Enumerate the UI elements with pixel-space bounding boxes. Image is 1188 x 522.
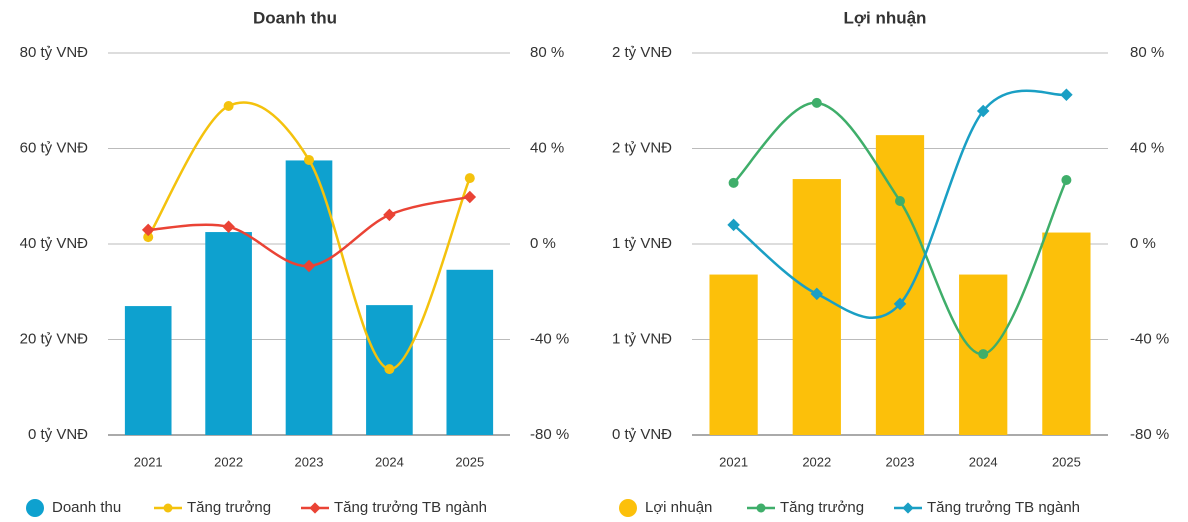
bar (1042, 232, 1091, 435)
legend-marker (309, 502, 321, 514)
legend-marker (619, 499, 637, 517)
line (732, 101, 1068, 356)
bar (875, 135, 925, 435)
legend-label: Tăng trưởng (780, 499, 864, 516)
y-tick-label: 1 tỷ VNĐ (612, 330, 672, 347)
legend-label: Tăng trưởng TB ngành (334, 499, 487, 516)
point (893, 297, 907, 311)
x-tick-label: 2025 (455, 454, 484, 469)
point (304, 154, 314, 165)
bar (205, 232, 252, 435)
bar (709, 274, 758, 435)
line (732, 89, 1067, 319)
point (463, 190, 477, 204)
y2-tick-label: -80 % (530, 426, 569, 443)
x-tick-label: 2024 (375, 454, 404, 469)
y2-tick-label: 0 % (530, 235, 556, 252)
legend-label: Tăng trưởng (187, 499, 271, 516)
y-tick-label: 2 tỷ VNĐ (612, 44, 672, 61)
legend-label: Doanh thu (52, 499, 121, 516)
point (464, 173, 475, 184)
y-tick-label: 0 tỷ VNĐ (612, 426, 672, 443)
point (141, 223, 155, 237)
point (895, 196, 905, 207)
legend-marker (756, 503, 766, 513)
legend-label: Tăng trưởng TB ngành (927, 499, 1080, 516)
line (147, 101, 471, 371)
bar (124, 306, 172, 435)
x-tick-label: 2022 (802, 454, 831, 469)
y2-tick-label: 40 % (1130, 139, 1164, 156)
point (223, 101, 234, 112)
point (810, 287, 824, 301)
point (728, 177, 739, 188)
bar (285, 160, 333, 435)
legend-marker (902, 502, 914, 514)
bar (792, 179, 841, 435)
y-tick-label: 40 tỷ VNĐ (20, 235, 89, 252)
x-tick-label: 2021 (134, 454, 163, 469)
y2-tick-label: -80 % (1130, 426, 1169, 443)
bar (446, 269, 494, 435)
x-tick-label: 2023 (295, 454, 324, 469)
point (1061, 175, 1072, 186)
y-tick-label: 1 tỷ VNĐ (612, 235, 672, 252)
point (222, 220, 235, 234)
point (384, 364, 395, 375)
y2-tick-label: 0 % (1130, 235, 1156, 252)
x-tick-label: 2025 (1052, 454, 1081, 469)
legend-marker (163, 503, 173, 513)
chart-title: Lợi nhuận (844, 8, 927, 27)
y-tick-label: 2 tỷ VNĐ (612, 139, 672, 156)
y-tick-label: 0 tỷ VNĐ (28, 426, 88, 443)
y2-tick-label: -40 % (1130, 330, 1169, 347)
point (302, 259, 316, 273)
chart-title: Doanh thu (253, 8, 337, 27)
point (383, 208, 396, 222)
y-tick-label: 20 tỷ VNĐ (20, 330, 89, 347)
y2-tick-label: 40 % (530, 139, 564, 156)
legend-marker (26, 499, 44, 517)
y2-tick-label: 80 % (530, 44, 564, 61)
x-tick-label: 2021 (719, 454, 748, 469)
point (1060, 88, 1073, 102)
y2-tick-label: -40 % (530, 330, 569, 347)
x-tick-label: 2024 (969, 454, 998, 469)
y-tick-label: 60 tỷ VNĐ (20, 139, 89, 156)
point (976, 104, 990, 118)
y2-tick-label: 80 % (1130, 44, 1164, 61)
point (143, 232, 154, 243)
x-tick-label: 2023 (886, 454, 915, 469)
point (811, 97, 822, 108)
point (978, 349, 989, 360)
point (727, 218, 740, 232)
legend-label: Lợi nhuận (645, 499, 712, 516)
x-tick-label: 2022 (214, 454, 243, 469)
y-tick-label: 80 tỷ VNĐ (20, 44, 89, 61)
